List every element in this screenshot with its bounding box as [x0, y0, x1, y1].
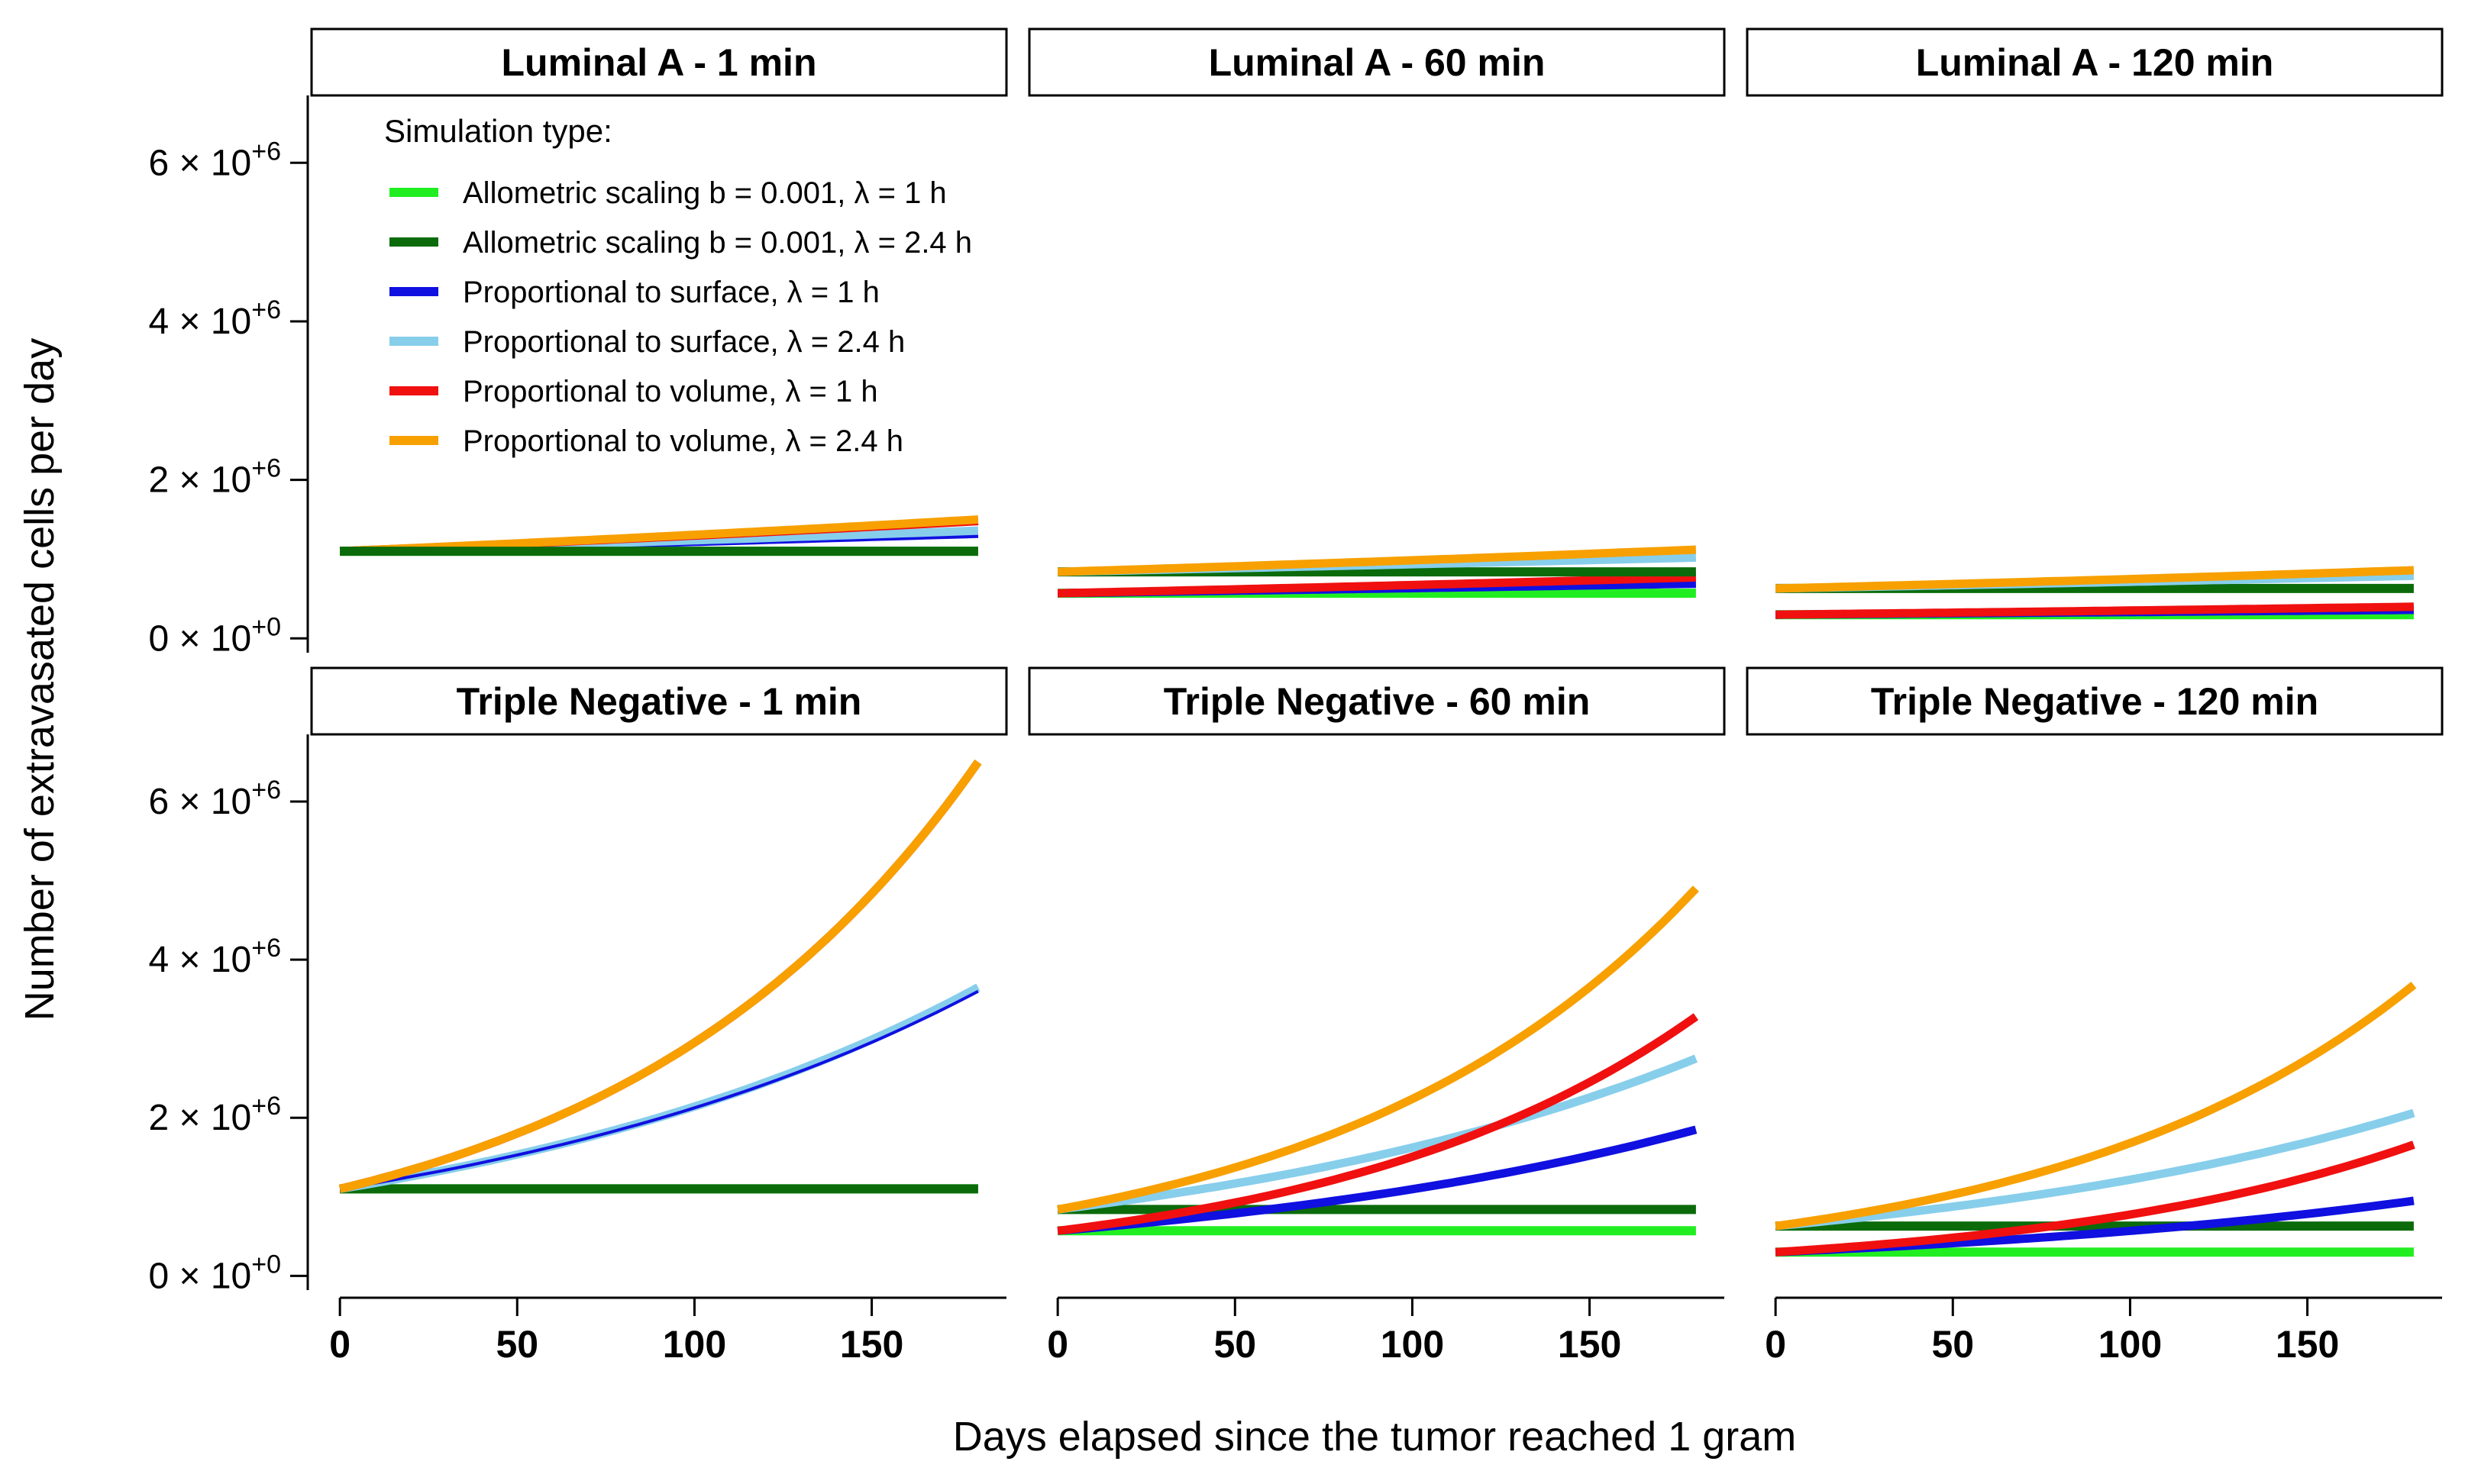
- x-axis-title: Days elapsed since the tumor reached 1 g…: [953, 1414, 1797, 1460]
- y-tick-label: 2 × 10+6: [148, 1092, 281, 1138]
- panel-strip: [310, 27, 1008, 97]
- panels-layer: Luminal A - 1 min Luminal A - 60 min Lumin…: [148, 27, 2444, 1366]
- panel-title: Triple Negative - 1 min: [457, 680, 862, 723]
- x-tick-label: 0: [329, 1323, 351, 1366]
- y-tick-label: 6 × 10+6: [148, 137, 281, 183]
- series-line-vol1: [1057, 573, 1697, 598]
- legend: Simulation type: Allometric scaling b = 0…: [384, 113, 972, 458]
- series-line-vol24: [1775, 981, 2417, 1231]
- panel-title: Luminal A - 1 min: [502, 41, 817, 84]
- panel-title: Luminal A - 60 min: [1209, 41, 1546, 84]
- x-tick-label: 150: [2276, 1323, 2339, 1366]
- legend-label: Proportional to volume, λ = 2.4 h: [463, 424, 903, 458]
- series-line-vol24: [339, 515, 979, 556]
- y-tick-label: 2 × 10+6: [148, 454, 281, 501]
- series-line-vol1: [338, 760, 982, 1193]
- series-line-surf1: [1057, 1125, 1698, 1235]
- legend-entry-vol1: Proportional to volume, λ = 1 h: [389, 375, 878, 408]
- y-axis-row-0: 0 × 10+0 2 × 10+6 4 × 10+6 6 × 10+6: [148, 95, 309, 659]
- y-axis-row-1: 0 × 10+0 2 × 10+6 4 × 10+6 6 × 10+6: [148, 734, 309, 1296]
- y-axis-title: Number of extravasated cells per day: [17, 338, 63, 1021]
- legend-label: Allometric scaling b = 0.001, λ = 1 h: [463, 176, 947, 210]
- series-line-surf24: [1057, 1054, 1698, 1214]
- x-axis-col-1: 0 50 100 150: [1047, 1296, 1724, 1366]
- y-tick-label: 0 × 10+0: [148, 612, 281, 659]
- panel-tn1: Triple Negative - 1 min: [310, 666, 1008, 1194]
- legend-entry-surf24: Proportional to surface, λ = 2.4 h: [389, 325, 905, 359]
- y-tick-label: 6 × 10+6: [148, 776, 281, 822]
- legend-entry-allo24: Allometric scaling b = 0.001, λ = 2.4 h: [389, 226, 972, 260]
- x-tick-label: 100: [1381, 1323, 1444, 1366]
- panel-la60: Luminal A - 60 min: [1028, 27, 1726, 598]
- x-tick-label: 0: [1765, 1323, 1786, 1366]
- panel-tn60: Triple Negative - 60 min: [1028, 666, 1726, 1236]
- legend-title: Simulation type:: [384, 113, 612, 149]
- panel-strip: [1746, 666, 2444, 736]
- series-line-vol1: [1775, 602, 2414, 619]
- panel-la120: Luminal A - 120 min: [1746, 27, 2444, 620]
- x-tick-label: 50: [496, 1323, 538, 1366]
- legend-entry-vol24: Proportional to volume, λ = 2.4 h: [389, 424, 903, 458]
- panel-tn120: Triple Negative - 120 min: [1746, 666, 2444, 1257]
- legend-label: Proportional to surface, λ = 2.4 h: [463, 325, 905, 359]
- x-tick-label: 100: [2098, 1323, 2162, 1366]
- series-line-vol24: [338, 760, 982, 1193]
- series-line-vol1: [1775, 1140, 2415, 1257]
- legend-label: Proportional to volume, λ = 1 h: [463, 375, 878, 408]
- series-line-vol24: [1775, 566, 2415, 593]
- y-tick-label: 4 × 10+6: [148, 934, 281, 980]
- x-tick-label: 0: [1047, 1323, 1068, 1366]
- panel-la1: Luminal A - 1 min: [310, 27, 1008, 556]
- x-tick-label: 150: [1558, 1323, 1621, 1366]
- panel-title: Triple Negative - 60 min: [1164, 680, 1591, 723]
- y-tick-label: 0 × 10+0: [148, 1250, 281, 1296]
- legend-entry-surf1: Proportional to surface, λ = 1 h: [389, 276, 880, 309]
- series-line-vol24: [1057, 545, 1697, 576]
- x-tick-label: 100: [663, 1323, 726, 1366]
- panel-strip: [1028, 27, 1726, 97]
- x-tick-label: 50: [1931, 1323, 1974, 1366]
- panel-strip: [1746, 27, 2444, 97]
- x-tick-label: 150: [840, 1323, 903, 1366]
- panel-title: Luminal A - 120 min: [1916, 41, 2274, 84]
- legend-label: Proportional to surface, λ = 1 h: [463, 276, 880, 309]
- x-tick-label: 50: [1213, 1323, 1256, 1366]
- legend-entry-allo1: Allometric scaling b = 0.001, λ = 1 h: [389, 176, 947, 210]
- panel-strip: [310, 666, 1008, 736]
- x-axis-col-0: 0 50 100 150: [329, 1296, 1006, 1366]
- panel-title: Triple Negative - 120 min: [1871, 680, 2318, 723]
- series-line-surf24: [1775, 1108, 2415, 1231]
- series-line-vol1: [1057, 1013, 1699, 1235]
- x-axis-col-2: 0 50 100 150: [1765, 1296, 2442, 1366]
- series-line-surf1: [339, 989, 979, 1191]
- panel-strip: [1028, 666, 1726, 736]
- legend-label: Allometric scaling b = 0.001, λ = 2.4 h: [463, 226, 972, 260]
- y-tick-label: 4 × 10+6: [148, 295, 281, 342]
- series-line-vol24: [1057, 886, 1699, 1214]
